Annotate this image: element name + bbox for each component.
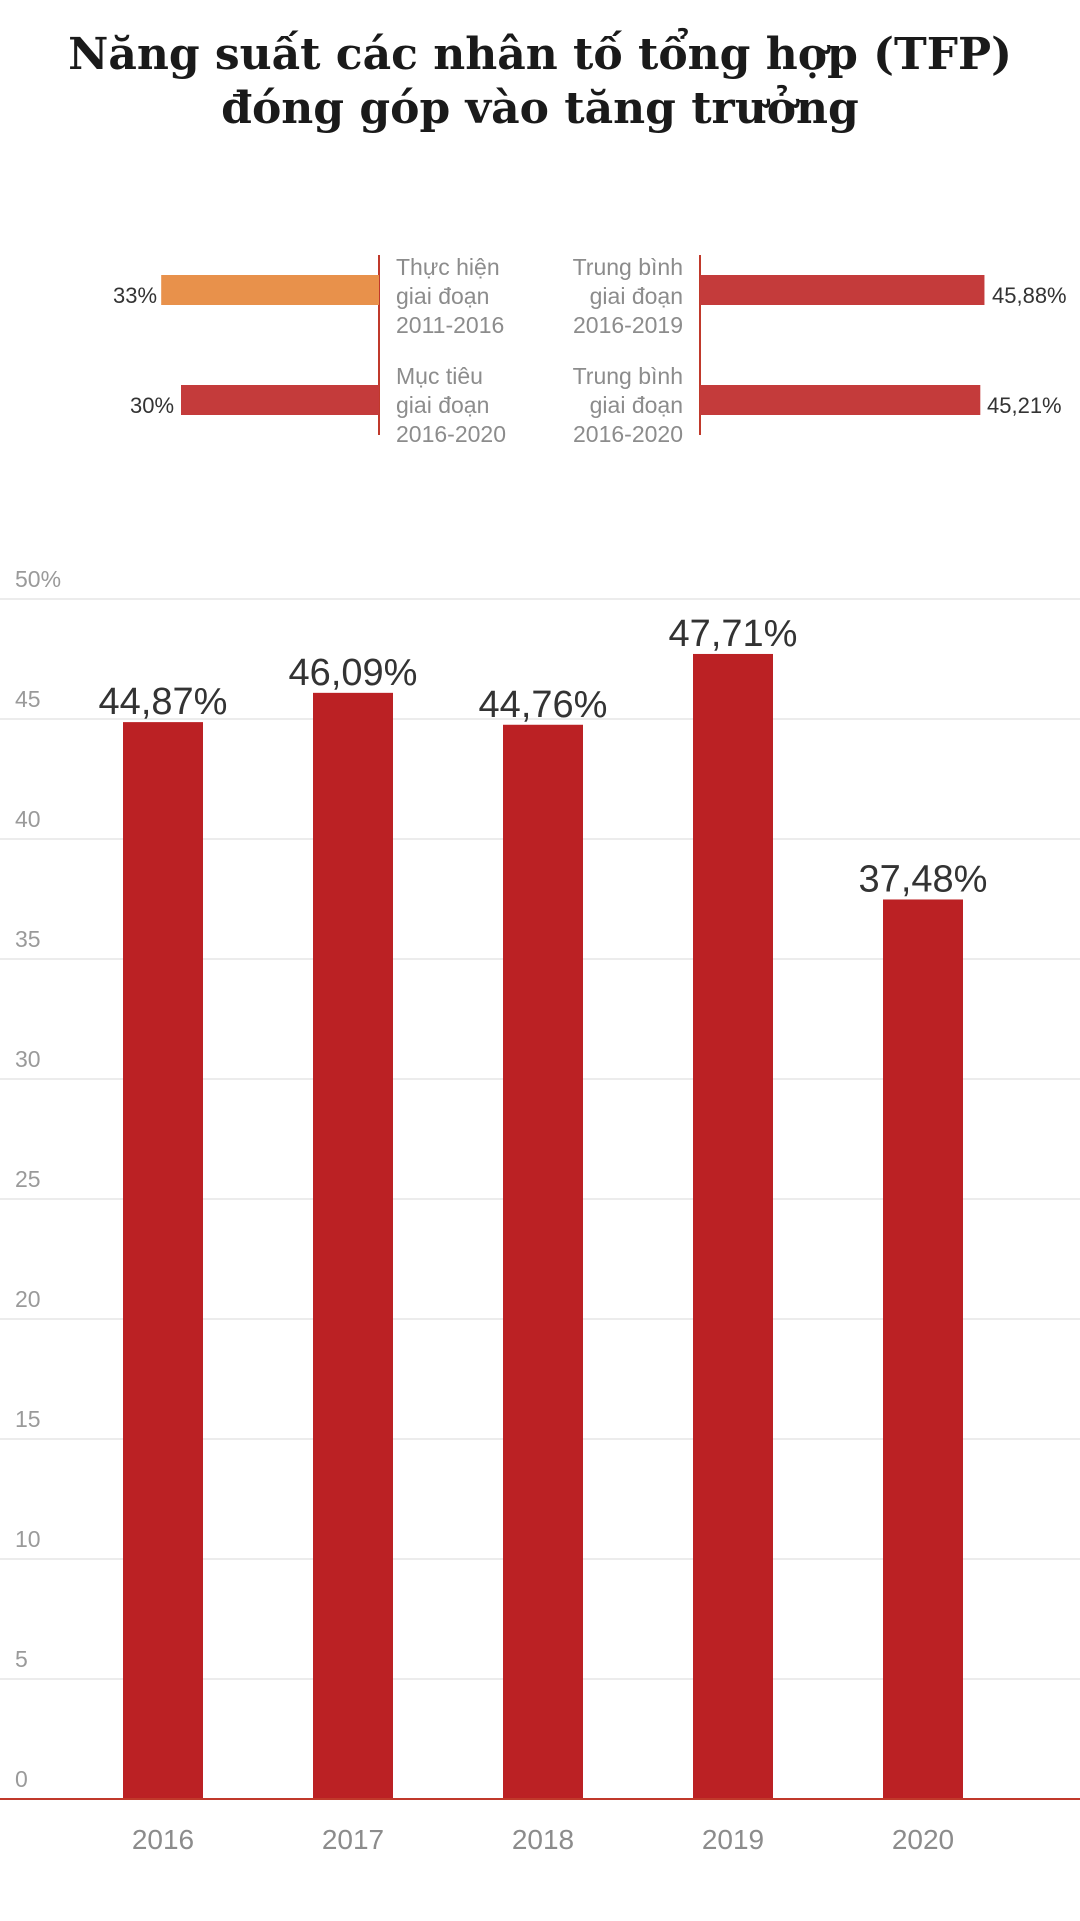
- bar-2016: [123, 722, 203, 1799]
- y-tick-label: 40: [15, 806, 41, 832]
- comparison-panel: 33% Thực hiện giai đoạn 2011-2016 Trung …: [0, 0, 1080, 460]
- comparison-right-label-1-line-3: 2016-2019: [573, 312, 683, 338]
- y-tick-label: 20: [15, 1286, 41, 1312]
- comparison-right-bar-1: [700, 275, 985, 305]
- bar-2020: [883, 899, 963, 1799]
- comparison-right-label-1: Trung bình giai đoạn 2016-2019: [573, 253, 683, 340]
- y-tick-label: 50%: [15, 566, 61, 592]
- comparison-right-value-2: 45,21%: [987, 393, 1062, 418]
- y-tick-label: 30: [15, 1046, 41, 1072]
- comparison-right-label-2-line-1: Trung bình: [572, 363, 683, 389]
- data-label-2016: 44,87%: [99, 681, 228, 723]
- y-tick-label: 0: [15, 1766, 28, 1792]
- comparison-right-value-1: 45,88%: [992, 283, 1067, 308]
- comparison-right-label-2-line-3: 2016-2020: [573, 421, 683, 447]
- data-label-2019: 47,71%: [669, 613, 798, 655]
- chart-title-line-1: Năng suất các nhân tố tổng hợp (TFP): [68, 29, 1012, 80]
- comparison-left-label-2: Mục tiêu giai đoạn 2016-2020: [396, 362, 506, 449]
- comparison-left-label-1: Thực hiện giai đoạn 2011-2016: [396, 253, 504, 340]
- comparison-left-value-1: 33%: [113, 283, 158, 308]
- comparison-right-label-2: Trung bình giai đoạn 2016-2020: [573, 362, 683, 449]
- comparison-left-label-1-line-1: Thực hiện: [396, 254, 500, 280]
- chart-title-line-2: đóng góp vào tăng trưởng: [221, 83, 859, 134]
- comparison-left-label-2-line-1: Mục tiêu: [396, 363, 483, 389]
- x-tick-label-2018: 2018: [512, 1824, 574, 1855]
- y-tick-label: 10: [15, 1526, 41, 1552]
- comparison-right-label-2-line-2: giai đoạn: [589, 392, 683, 418]
- data-label-2018: 44,76%: [479, 684, 608, 726]
- y-tick-label: 25: [15, 1166, 41, 1192]
- y-tick-label: 45: [15, 686, 41, 712]
- bar-2017: [313, 692, 393, 1799]
- comparison-right-label-1-line-2: giai đoạn: [589, 283, 683, 309]
- comparison-left-label-1-line-3: 2011-2016: [396, 312, 505, 338]
- x-tick-label-2019: 2019: [702, 1824, 764, 1855]
- x-tick-label-2020: 2020: [892, 1824, 954, 1855]
- y-tick-label: 15: [15, 1406, 41, 1432]
- comparison-left-label-1-line-2: giai đoạn: [396, 283, 490, 309]
- comparison-bars: [161, 255, 985, 435]
- y-tick-label: 35: [15, 926, 41, 952]
- comparison-left-bar-2: [181, 385, 379, 415]
- comparison-left-label-2-line-3: 2016-2020: [396, 421, 506, 447]
- x-tick-label-2016: 2016: [132, 1824, 194, 1855]
- comparison-left-bar-1: [161, 275, 379, 305]
- comparison-right-bar-2: [700, 385, 981, 415]
- y-tick-label: 5: [15, 1646, 28, 1672]
- x-tick-label-2017: 2017: [322, 1824, 384, 1855]
- bar-2019: [693, 653, 773, 1800]
- data-label-2020: 37,48%: [859, 858, 988, 900]
- bar-2018: [503, 724, 583, 1799]
- comparison-right-label-1-line-1: Trung bình: [572, 254, 683, 280]
- data-label-2017: 46,09%: [289, 652, 418, 694]
- comparison-left-label-2-line-2: giai đoạn: [396, 392, 490, 418]
- comparison-left-value-2: 30%: [130, 393, 175, 418]
- chart-title: Năng suất các nhân tố tổng hợp (TFP) đón…: [0, 28, 1080, 136]
- bar-chart: 0 5 10 15 20 25 30 35 40 45 50% 44,87% 2016 46,09% 201…: [0, 566, 1080, 1855]
